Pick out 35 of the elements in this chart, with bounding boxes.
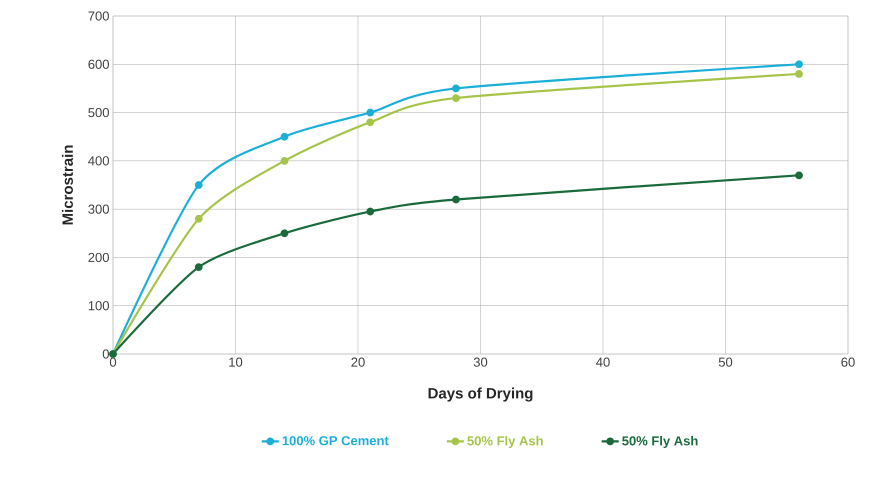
point	[366, 208, 374, 216]
point	[795, 171, 803, 180]
point	[280, 132, 288, 141]
y-axis-title: Microstrain	[62, 146, 73, 224]
point	[194, 263, 203, 271]
point	[280, 156, 288, 165]
x-tick-label: 50	[718, 358, 732, 367]
point	[452, 94, 460, 102]
point	[366, 118, 374, 126]
y-tick-label: 200	[88, 252, 109, 262]
point	[795, 70, 803, 78]
point	[194, 181, 203, 189]
point	[452, 84, 460, 92]
y-tick-label: 600	[88, 60, 109, 69]
x-tick-label: 10	[229, 358, 242, 367]
legend-label: 50% Fly Ash	[622, 436, 698, 448]
x-axis-title: Days of Drying	[428, 388, 532, 402]
point	[795, 60, 803, 68]
legend-label: 100% GP Cement	[282, 436, 389, 446]
legend-label: 50% Fly Ash	[467, 436, 543, 448]
point	[194, 214, 203, 223]
x-tick-label: 40	[596, 358, 610, 367]
y-tick-label: 700	[88, 11, 109, 21]
y-tick-label: 400	[88, 156, 109, 166]
point	[366, 108, 374, 116]
x-tick-label: 0	[110, 358, 116, 367]
point	[452, 196, 460, 204]
y-tick-label: 0	[102, 349, 109, 359]
x-tick-label: 60	[841, 358, 855, 367]
y-tick-label: 300	[88, 204, 109, 214]
y-tick-label: 100	[88, 301, 109, 310]
x-tick-label: 20	[351, 358, 365, 367]
y-tick-label: 500	[88, 108, 109, 118]
x-tick-label: 30	[474, 358, 488, 367]
point	[280, 229, 288, 238]
